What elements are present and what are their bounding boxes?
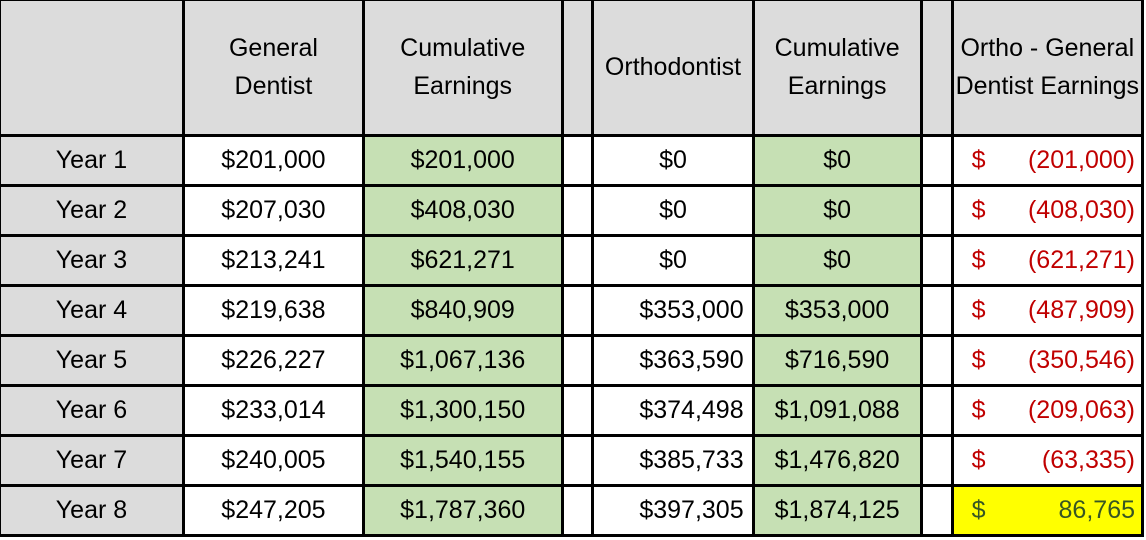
table-row: Year 2 $207,030 $408,030 $0 $0 $ (408,030… bbox=[0, 184, 1145, 237]
spacer-cell[interactable] bbox=[919, 334, 954, 387]
difference-cell[interactable]: $ (487,909) bbox=[950, 284, 1145, 337]
ortho-earnings-cell[interactable]: $374,498 bbox=[591, 384, 755, 437]
table-row: Year 8 $247,205 $1,787,360 $397,305 $1,8… bbox=[0, 484, 1145, 537]
ortho-cumulative-cell[interactable]: $0 bbox=[751, 134, 923, 187]
gd-cumulative-cell[interactable]: $1,067,136 bbox=[361, 334, 564, 387]
gd-cumulative-cell[interactable]: $1,540,155 bbox=[361, 434, 564, 487]
year-label[interactable]: Year 8 bbox=[0, 484, 185, 537]
ortho-cumulative-cell[interactable]: $1,476,820 bbox=[751, 434, 923, 487]
gd-cumulative-cell[interactable]: $408,030 bbox=[361, 184, 564, 237]
difference-cell[interactable]: $ (350,546) bbox=[950, 334, 1145, 387]
spacer-cell[interactable] bbox=[919, 284, 954, 337]
gd-earnings-cell[interactable]: $219,638 bbox=[181, 284, 365, 337]
table-row: Year 4 $219,638 $840,909 $353,000 $353,0… bbox=[0, 284, 1145, 337]
gd-earnings-cell[interactable]: $233,014 bbox=[181, 384, 365, 437]
gd-cumulative-cell[interactable]: $840,909 bbox=[361, 284, 564, 337]
spacer-column bbox=[560, 0, 595, 137]
gd-earnings-cell[interactable]: $207,030 bbox=[181, 184, 365, 237]
ortho-cumulative-cell[interactable]: $716,590 bbox=[751, 334, 923, 387]
ortho-cumulative-cell[interactable]: $353,000 bbox=[751, 284, 923, 337]
year-label[interactable]: Year 2 bbox=[0, 184, 185, 237]
header-orthodontist[interactable]: Orthodontist bbox=[591, 0, 755, 137]
gd-earnings-cell[interactable]: $240,005 bbox=[181, 434, 365, 487]
spacer-cell[interactable] bbox=[919, 184, 954, 237]
currency-symbol: $ bbox=[971, 145, 986, 174]
year-label[interactable]: Year 1 bbox=[0, 134, 185, 187]
year-label[interactable]: Year 4 bbox=[0, 284, 185, 337]
gd-earnings-cell[interactable]: $213,241 bbox=[181, 234, 365, 287]
corner-cell bbox=[0, 0, 185, 137]
spacer-cell[interactable] bbox=[560, 134, 595, 187]
currency-symbol: $ bbox=[971, 245, 986, 274]
gd-earnings-cell[interactable]: $201,000 bbox=[181, 134, 365, 187]
table-row: Year 5 $226,227 $1,067,136 $363,590 $716… bbox=[0, 334, 1145, 387]
currency-symbol: $ bbox=[971, 295, 986, 324]
difference-cell[interactable]: $ (63,335) bbox=[950, 434, 1145, 487]
year-label[interactable]: Year 3 bbox=[0, 234, 185, 287]
difference-value: (201,000) bbox=[1027, 145, 1135, 174]
header-general-dentist[interactable]: General Dentist bbox=[181, 0, 365, 137]
year-label[interactable]: Year 7 bbox=[0, 434, 185, 487]
table-row: Year 6 $233,014 $1,300,150 $374,498 $1,0… bbox=[0, 384, 1145, 437]
spacer-cell[interactable] bbox=[919, 384, 954, 437]
gd-cumulative-cell[interactable]: $1,300,150 bbox=[361, 384, 564, 437]
spacer-cell[interactable] bbox=[560, 434, 595, 487]
difference-value: (63,335) bbox=[1041, 445, 1135, 474]
ortho-earnings-cell[interactable]: $353,000 bbox=[591, 284, 755, 337]
table-row: Year 3 $213,241 $621,271 $0 $0 $ (621,271… bbox=[0, 234, 1145, 287]
spacer-cell[interactable] bbox=[560, 284, 595, 337]
spacer-column bbox=[919, 0, 954, 137]
ortho-cumulative-cell[interactable]: $1,874,125 bbox=[751, 484, 923, 537]
spacer-cell[interactable] bbox=[919, 434, 954, 487]
difference-cell[interactable]: $ (201,000) bbox=[950, 134, 1145, 187]
difference-cell[interactable]: $ (621,271) bbox=[950, 234, 1145, 287]
spacer-cell[interactable] bbox=[560, 484, 595, 537]
difference-value: (621,271) bbox=[1027, 245, 1135, 274]
currency-symbol: $ bbox=[971, 445, 986, 474]
difference-cell[interactable]: $ (408,030) bbox=[950, 184, 1145, 237]
header-ortho-cumulative[interactable]: Cumulative Earnings bbox=[751, 0, 923, 137]
year-label[interactable]: Year 5 bbox=[0, 334, 185, 387]
ortho-cumulative-cell[interactable]: $0 bbox=[751, 184, 923, 237]
spacer-cell[interactable] bbox=[560, 234, 595, 287]
year-label[interactable]: Year 6 bbox=[0, 384, 185, 437]
ortho-earnings-cell[interactable]: $0 bbox=[591, 134, 755, 187]
gd-cumulative-cell[interactable]: $1,787,360 bbox=[361, 484, 564, 537]
difference-value: 86,765 bbox=[1058, 495, 1135, 524]
spacer-cell[interactable] bbox=[560, 334, 595, 387]
ortho-earnings-cell[interactable]: $397,305 bbox=[591, 484, 755, 537]
gd-earnings-cell[interactable]: $247,205 bbox=[181, 484, 365, 537]
spacer-cell[interactable] bbox=[919, 234, 954, 287]
spacer-cell[interactable] bbox=[560, 384, 595, 437]
ortho-cumulative-cell[interactable]: $0 bbox=[751, 234, 923, 287]
difference-value: (350,546) bbox=[1027, 345, 1135, 374]
currency-symbol: $ bbox=[971, 495, 986, 524]
difference-value: (487,909) bbox=[1027, 295, 1135, 324]
ortho-earnings-cell[interactable]: $385,733 bbox=[591, 434, 755, 487]
gd-earnings-cell[interactable]: $226,227 bbox=[181, 334, 365, 387]
ortho-earnings-cell[interactable]: $0 bbox=[591, 184, 755, 237]
table-row: Year 7 $240,005 $1,540,155 $385,733 $1,4… bbox=[0, 434, 1145, 487]
spacer-cell[interactable] bbox=[919, 484, 954, 537]
spacer-cell[interactable] bbox=[919, 134, 954, 187]
header-difference[interactable]: Ortho - General Dentist Earnings bbox=[950, 0, 1145, 137]
spacer-cell[interactable] bbox=[560, 184, 595, 237]
ortho-earnings-cell[interactable]: $0 bbox=[591, 234, 755, 287]
ortho-earnings-cell[interactable]: $363,590 bbox=[591, 334, 755, 387]
difference-value: (209,063) bbox=[1027, 395, 1135, 424]
difference-cell[interactable]: $86,765 bbox=[950, 484, 1145, 537]
gd-cumulative-cell[interactable]: $621,271 bbox=[361, 234, 564, 287]
currency-symbol: $ bbox=[971, 345, 986, 374]
gd-cumulative-cell[interactable]: $201,000 bbox=[361, 134, 564, 187]
table-row: Year 1 $201,000 $201,000 $0 $0 $ (201,000… bbox=[0, 134, 1145, 187]
header-gd-cumulative[interactable]: Cumulative Earnings bbox=[361, 0, 564, 137]
ortho-cumulative-cell[interactable]: $1,091,088 bbox=[751, 384, 923, 437]
difference-value: (408,030) bbox=[1027, 195, 1135, 224]
currency-symbol: $ bbox=[971, 195, 986, 224]
currency-symbol: $ bbox=[971, 395, 986, 424]
difference-cell[interactable]: $ (209,063) bbox=[950, 384, 1145, 437]
header-row: General Dentist Cumulative Earnings Orth… bbox=[0, 0, 1145, 137]
